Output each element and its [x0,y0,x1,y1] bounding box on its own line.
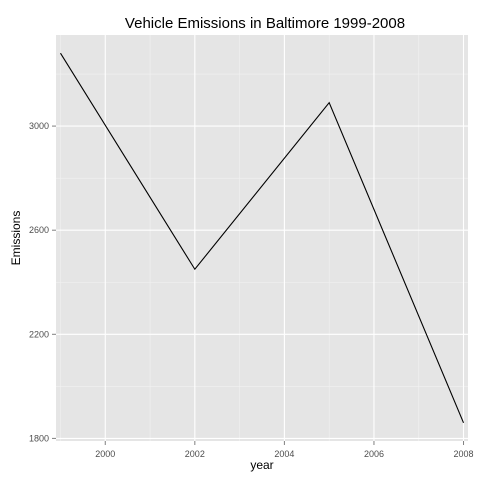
series-line [60,52,465,423]
chart-title: Vehicle Emissions in Baltimore 1999-2008 [125,15,405,32]
y-axis-ticks: 1800 2200 2600 3000 [29,121,56,443]
x-tick-label: 2004 [274,449,294,459]
y-axis-label: Emissions [9,211,23,266]
y-tick-label: 2600 [29,225,49,235]
x-tick-label: 2002 [185,449,205,459]
x-tick-label: 2000 [95,449,115,459]
major-grid [56,35,468,441]
y-tick-label: 2200 [29,329,49,339]
y-tick-label: 3000 [29,121,49,131]
x-axis-label: year [250,458,273,472]
series-layer [60,52,465,423]
plot-panel [56,35,468,441]
x-tick-label: 2008 [454,449,474,459]
y-tick-label: 1800 [29,433,49,443]
x-axis-ticks: 2000 2002 2004 2006 2008 [95,441,474,459]
x-tick-label: 2006 [364,449,384,459]
